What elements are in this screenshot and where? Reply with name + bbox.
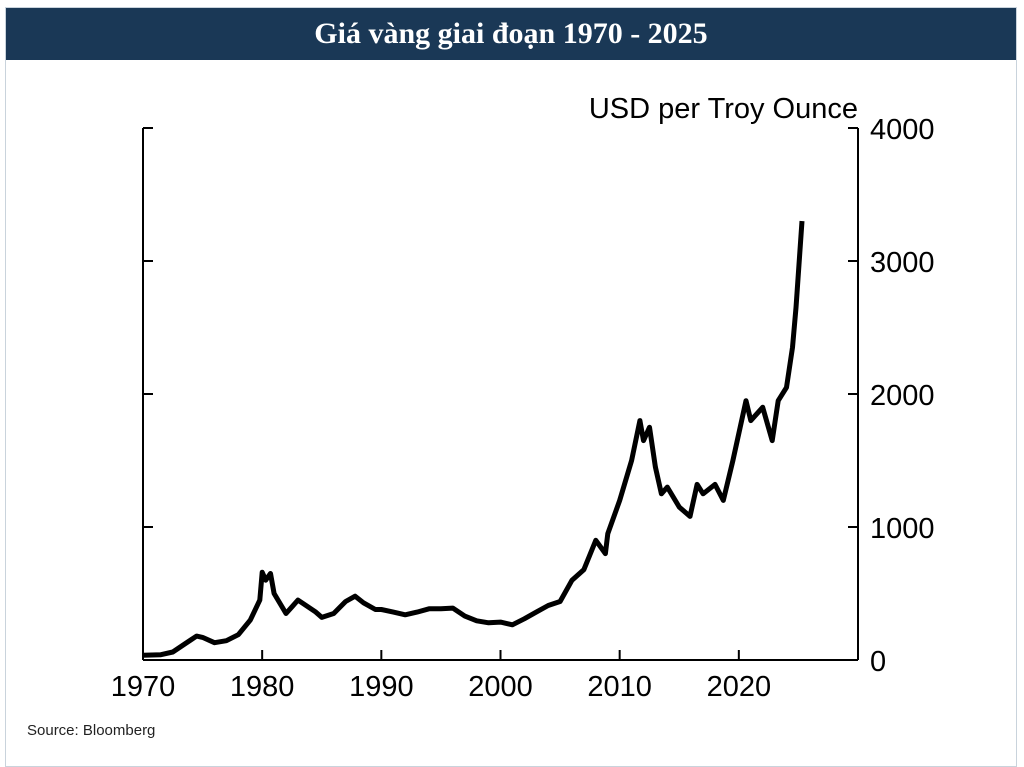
x-tick-label: 2020 — [707, 671, 772, 703]
gold-price-line — [142, 220, 805, 658]
chart-title: Giá vàng giai đoạn 1970 - 2025 — [6, 8, 1016, 60]
y-tick-label: 1000 — [870, 513, 935, 545]
x-tick-label: 1990 — [349, 671, 414, 703]
x-tick-label: 1980 — [230, 671, 295, 703]
x-tick-label: 2000 — [468, 671, 533, 703]
x-tick-label: 2010 — [587, 671, 652, 703]
x-tick-label: 1970 — [111, 671, 176, 703]
line-chart: USD per Troy Ounce 0 1000 2000 3000 4000 1970… — [111, 93, 935, 703]
y-tick-label: 3000 — [870, 247, 935, 279]
y-tick-label: 4000 — [870, 114, 935, 146]
source-note: Source: Bloomberg — [27, 722, 156, 739]
y-axis-label: USD per Troy Ounce — [589, 93, 858, 125]
y-tick-label: 0 — [870, 646, 886, 678]
y-tick-label: 2000 — [870, 380, 935, 412]
axes — [142, 128, 859, 661]
